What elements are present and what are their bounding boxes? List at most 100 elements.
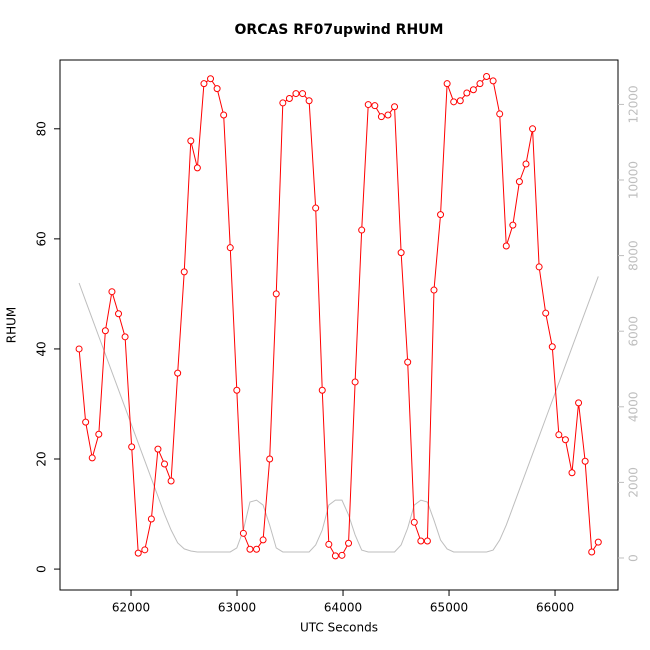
x-tick-label: 63000 [218,601,256,615]
data-point [384,111,392,119]
data-point [522,160,530,168]
data-point [88,454,96,462]
y-tick-label: 60 [35,231,49,246]
data-point [437,211,445,219]
data-point [75,345,83,353]
data-point [226,244,234,252]
data-point [588,548,596,556]
data-point [548,343,556,351]
data-point [331,552,339,560]
data-point [377,113,385,121]
data-point [121,333,129,341]
y-tick-label: 80 [35,121,49,136]
data-point [147,515,155,523]
data-point [220,111,228,119]
data-point [259,536,267,544]
data-point [154,445,162,453]
data-point [128,443,136,451]
data-point [535,263,543,271]
data-point [568,469,576,477]
data-point [141,546,149,554]
y-tick-label: 20 [35,451,49,466]
data-point [246,545,254,553]
y-tick-label: 40 [35,341,49,356]
y-tick-label: 0 [35,565,49,573]
y2-tick-label: 6000 [627,316,641,347]
data-point [463,89,471,97]
data-point [338,551,346,559]
data-point [417,537,425,545]
data-point [423,537,431,545]
data-point [489,77,497,85]
data-point [292,90,300,98]
data-point [529,125,537,133]
data-point [561,436,569,444]
data-point [108,288,116,296]
data-point [193,164,201,172]
data-point [161,460,169,468]
data-point [266,455,274,463]
data-point [404,358,412,366]
data-point [345,539,353,547]
x-tick-label: 65000 [430,601,468,615]
data-point [515,178,523,186]
data-point [95,430,103,438]
data-point [594,538,602,546]
data-point [496,110,504,118]
data-point [469,86,477,94]
data-point [542,309,550,317]
y-axis-label: RHUM [5,307,19,344]
data-point [502,242,510,250]
data-point [239,529,247,537]
data-point [358,226,366,234]
x-tick-label: 64000 [324,601,362,615]
plot-frame [59,59,619,591]
data-point [391,103,399,111]
data-point [410,518,418,526]
data-point [115,310,123,318]
data-point [253,545,261,553]
data-point [364,101,372,109]
data-point [101,327,109,335]
data-point [233,386,241,394]
data-point [318,386,326,394]
y2-tick-label: 12000 [627,85,641,123]
data-point [312,204,320,212]
data-point [134,549,142,557]
data-point [509,221,517,229]
x-tick-label: 66000 [536,601,574,615]
data-point [299,90,307,98]
data-point [82,418,90,426]
data-point [371,102,379,110]
y2-tick-label: 2000 [627,467,641,498]
data-point [187,137,195,145]
data-point [555,431,563,439]
data-point [483,73,491,81]
y2-tick-label: 8000 [627,240,641,271]
data-point [285,95,293,103]
y2-tick-label: 4000 [627,392,641,423]
data-point [397,249,405,257]
data-point [305,97,313,105]
data-point [325,540,333,548]
data-point [207,75,215,83]
data-point [456,97,464,105]
data-point [213,85,221,93]
x-tick-label: 62000 [112,601,150,615]
data-point [200,80,208,88]
data-point [351,378,359,386]
data-point [450,98,458,106]
data-point [581,457,589,465]
data-point [443,80,451,88]
data-point [272,290,280,298]
y2-tick-label: 10000 [627,161,641,199]
data-point [167,477,175,485]
data-point [476,80,484,88]
y2-tick-label: 0 [627,554,641,562]
data-point [174,369,182,377]
data-point [575,399,583,407]
data-point [180,268,188,276]
